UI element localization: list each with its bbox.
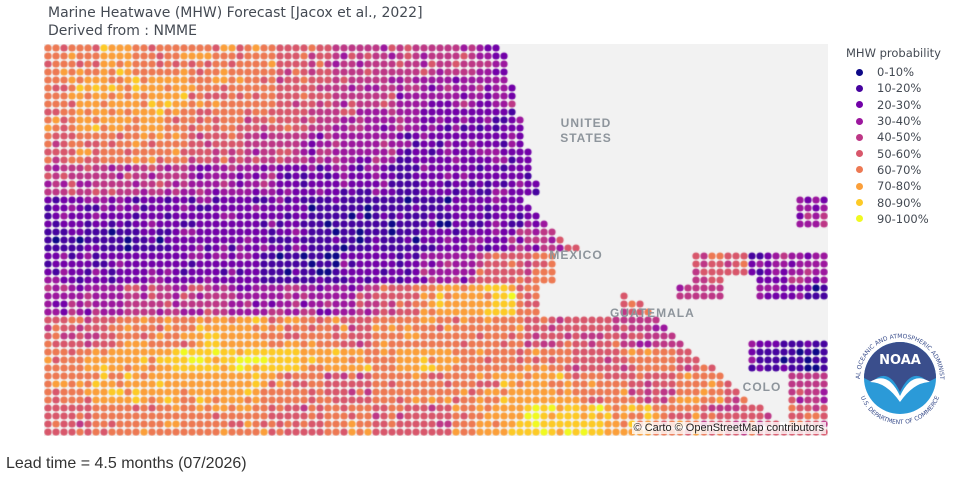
map-place-label: GUATEMALA <box>610 306 695 320</box>
legend-item[interactable]: 0-10% <box>846 64 941 80</box>
legend-dot-icon <box>856 150 863 158</box>
mhw-map[interactable]: UNITED STATES MEXICO GUATEMALA COLO © Carto … <box>44 44 828 436</box>
legend-label: 70-80% <box>877 179 922 194</box>
legend-dot-icon <box>856 101 863 109</box>
legend-label: 20-30% <box>877 97 922 112</box>
legend-item[interactable]: 20-30% <box>846 97 941 113</box>
legend-label: 0-10% <box>877 65 915 80</box>
map-place-label: COLO <box>742 380 782 394</box>
legend-dot-icon <box>856 182 863 190</box>
legend-item[interactable]: 90-100% <box>846 211 941 227</box>
legend-dot-icon <box>856 166 863 174</box>
legend-item[interactable]: 40-50% <box>846 129 941 145</box>
legend-label: 10-20% <box>877 81 922 96</box>
map-place-label: UNITED <box>560 116 612 130</box>
legend-label: 60-70% <box>877 162 922 177</box>
legend-item[interactable]: 70-80% <box>846 178 941 194</box>
map-place-label: MEXICO <box>549 248 603 262</box>
legend-dot-icon <box>856 68 863 76</box>
noaa-logo-icon: NOAA NATIONAL OCEANIC AND ATMOSPHERIC AD… <box>848 326 950 428</box>
legend-dot-icon <box>856 84 863 92</box>
chart-title: Marine Heatwave (MHW) Forecast [Jacox et… <box>48 4 423 40</box>
map-attribution[interactable]: © Carto © OpenStreetMap contributors <box>631 422 826 434</box>
title-line-1: Marine Heatwave (MHW) Forecast [Jacox et… <box>48 5 423 21</box>
legend-dot-icon <box>856 199 863 207</box>
legend-label: 30-40% <box>877 114 922 129</box>
legend-item[interactable]: 30-40% <box>846 113 941 129</box>
map-place-label: STATES <box>560 131 612 145</box>
legend-label: 80-90% <box>877 195 922 210</box>
svg-text:NOAA: NOAA <box>879 353 921 368</box>
legend-item[interactable]: 80-90% <box>846 194 941 210</box>
legend-label: 90-100% <box>877 211 929 226</box>
legend-label: 40-50% <box>877 130 922 145</box>
legend-item[interactable]: 60-70% <box>846 162 941 178</box>
legend-title: MHW probability <box>846 46 941 60</box>
legend-label: 50-60% <box>877 146 922 161</box>
lead-time-label: Lead time = 4.5 months (07/2026) <box>6 455 247 472</box>
legend-dot-icon <box>856 215 863 223</box>
map-canvas[interactable] <box>44 44 828 436</box>
legend-dot-icon <box>856 133 863 141</box>
legend-item[interactable]: 50-60% <box>846 145 941 161</box>
legend-dot-icon <box>856 117 863 125</box>
legend-items: 0-10% 10-20% 20-30% 30-40% 40-50% 50-60% 60-70… <box>846 64 941 227</box>
legend-item[interactable]: 10-20% <box>846 80 941 96</box>
legend: MHW probability 0-10% 10-20% 20-30% 30-40% 4… <box>846 46 941 227</box>
title-line-2: Derived from : NMME <box>48 23 197 39</box>
